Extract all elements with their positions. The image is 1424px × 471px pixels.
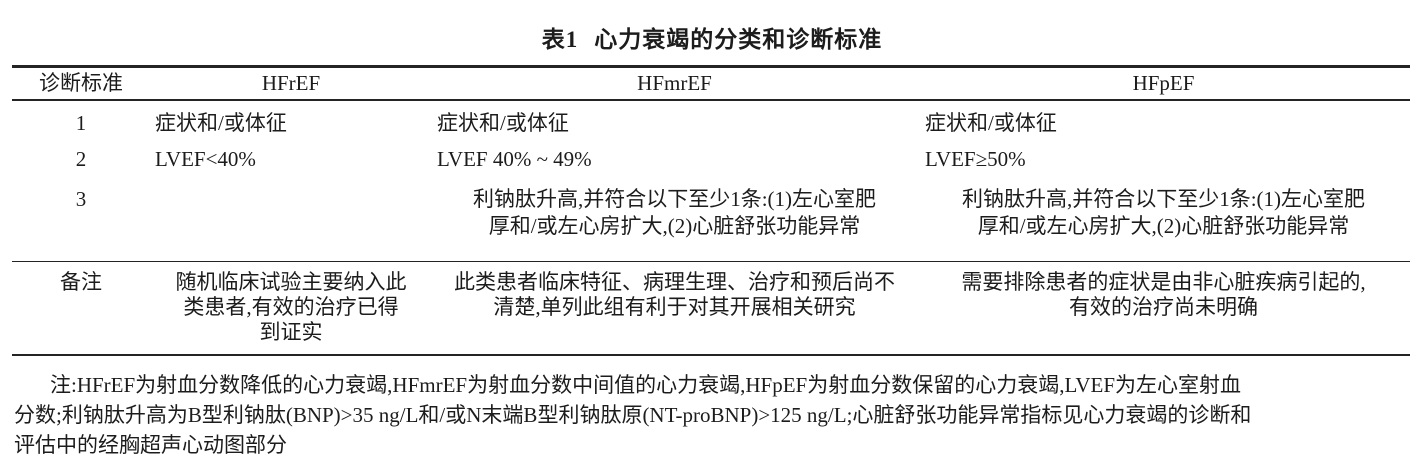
table-footnote: 注:HFrEF为射血分数降低的心力衰竭,HFmrEF为射血分数中间值的心力衰竭,… xyxy=(14,373,1252,457)
cell-row3-hfpef: 利钠肽升高,并符合以下至少1条:(1)左心室肥 厚和/或左心房扩大,(2)心脏舒… xyxy=(961,187,1366,238)
cell-row3-no: 3 xyxy=(75,187,87,211)
header-cell-hfmref: HFmrEF xyxy=(637,71,712,95)
cell-row2-hfpef: LVEF≥50% xyxy=(925,147,1026,171)
cell-row1-hfpef: 症状和/或体征 xyxy=(925,111,1057,135)
table-header-rule xyxy=(12,99,1410,101)
table-row: 3 利钠肽升高,并符合以下至少1条:(1)左心室肥 厚和/或左心房扩大,(2)心… xyxy=(12,173,1410,261)
cell-remark-hfmref: 此类患者临床特征、病理生理、治疗和预后尚不 清楚,单列此组有利于对其开展相关研究 xyxy=(454,270,895,319)
table-title: 表1 心力衰竭的分类和诊断标准 xyxy=(0,0,1424,56)
cell-row3-hfmref: 利钠肽升高,并符合以下至少1条:(1)左心室肥 厚和/或左心房扩大,(2)心脏舒… xyxy=(472,187,877,238)
cell-row2-hfref: LVEF<40% xyxy=(155,147,256,171)
table-header-row: 诊断标准 HFrEF HFmrEF HFpEF xyxy=(12,68,1410,99)
cell-row3-hfref xyxy=(150,186,432,240)
table-row: 2 LVEF<40% LVEF 40% ~ 49% LVEF≥50% xyxy=(12,137,1410,173)
table-top-rule xyxy=(12,65,1410,68)
cell-row2-no: 2 xyxy=(75,147,87,171)
table-remark-row: 备注 随机临床试验主要纳入此 类患者,有效的治疗已得 到证实 此类患者临床特征、… xyxy=(12,262,1410,354)
table-bottom-rule xyxy=(12,354,1410,356)
cell-remark-hfref: 随机临床试验主要纳入此 类患者,有效的治疗已得 到证实 xyxy=(175,270,407,344)
cell-remark-label: 备注 xyxy=(60,270,102,294)
table-number: 表1 xyxy=(541,27,579,52)
table-title-text: 心力衰竭的分类和诊断标准 xyxy=(594,27,883,52)
table-row: 1 症状和/或体征 症状和/或体征 症状和/或体征 xyxy=(12,101,1410,137)
cell-row1-hfmref: 症状和/或体征 xyxy=(437,111,569,135)
cell-remark-hfpef: 需要排除患者的症状是由非心脏疾病引起的, 有效的治疗尚未明确 xyxy=(961,270,1366,319)
cell-row2-hfmref: LVEF 40% ~ 49% xyxy=(437,147,592,171)
cell-row1-hfref: 症状和/或体征 xyxy=(155,111,287,135)
cell-row1-no: 1 xyxy=(75,111,87,135)
table-mid-rule xyxy=(12,261,1410,262)
header-cell-hfpef: HFpEF xyxy=(1132,71,1195,95)
header-cell-hfref: HFrEF xyxy=(261,71,321,95)
header-cell-criteria: 诊断标准 xyxy=(39,71,123,95)
